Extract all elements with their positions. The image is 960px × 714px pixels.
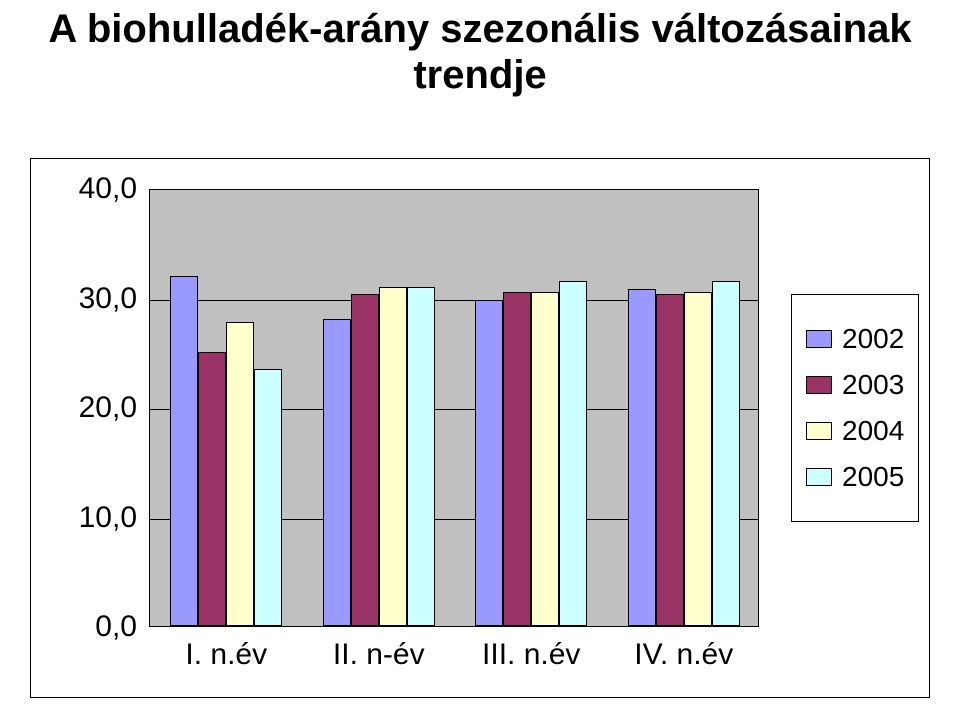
- page: A biohulladék-arány szezonális változása…: [0, 0, 960, 714]
- title-line-1: A biohulladék-arány szezonális változása…: [0, 6, 960, 52]
- bar: [379, 287, 407, 626]
- legend-label: 2004: [842, 415, 904, 447]
- y-tick-label: 0,0: [95, 610, 137, 644]
- bar: [407, 287, 435, 626]
- bar: [559, 281, 587, 626]
- bar: [351, 294, 379, 626]
- x-tick-label: I. n.év: [185, 638, 267, 672]
- legend-swatch: [806, 422, 832, 440]
- legend-label: 2002: [842, 323, 904, 355]
- legend-swatch: [806, 330, 832, 348]
- legend-swatch: [806, 468, 832, 486]
- bar-cluster: [170, 276, 282, 626]
- plot-area: I. n.évII. n-évIII. n.évIV. n.év: [149, 189, 759, 627]
- bar: [226, 322, 254, 626]
- bar-cluster: [323, 287, 435, 626]
- bar-cluster: [628, 281, 740, 626]
- bar: [656, 294, 684, 626]
- bar: [198, 352, 226, 626]
- y-tick-label: 40,0: [79, 172, 137, 206]
- bar: [684, 292, 712, 626]
- bar: [628, 289, 656, 626]
- title-line-2: trendje: [0, 52, 960, 98]
- bar: [503, 292, 531, 626]
- legend-item: 2004: [806, 415, 904, 447]
- x-tick-label: II. n-év: [333, 638, 425, 672]
- bar: [323, 319, 351, 626]
- legend-item: 2005: [806, 461, 904, 493]
- legend-label: 2005: [842, 461, 904, 493]
- legend-swatch: [806, 376, 832, 394]
- bar-cluster: [475, 281, 587, 626]
- bar: [254, 369, 282, 626]
- bar: [170, 276, 198, 626]
- y-tick-label: 30,0: [79, 282, 137, 316]
- legend: 2002 2003 2004 2005: [791, 294, 919, 522]
- chart-container: I. n.évII. n-évIII. n.évIV. n.év 2002200…: [30, 158, 930, 698]
- legend-label: 2003: [842, 369, 904, 401]
- legend-item: 2003: [806, 369, 904, 401]
- bar: [475, 300, 503, 626]
- chart-title: A biohulladék-arány szezonális változása…: [0, 0, 960, 98]
- y-tick-label: 10,0: [79, 501, 137, 535]
- bar: [531, 292, 559, 626]
- x-tick-label: IV. n.év: [634, 638, 733, 672]
- x-tick-label: III. n.év: [482, 638, 580, 672]
- y-tick-label: 20,0: [79, 391, 137, 425]
- bar: [712, 281, 740, 626]
- legend-item: 2002: [806, 323, 904, 355]
